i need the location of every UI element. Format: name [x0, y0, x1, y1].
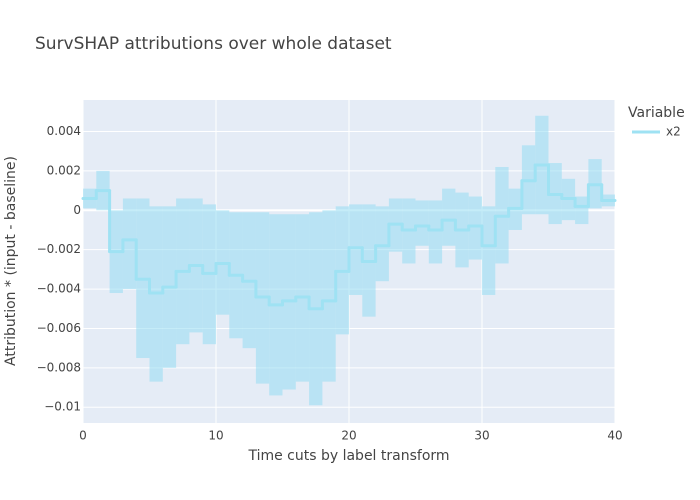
band [322, 210, 336, 382]
x-tick-label: 20 [341, 429, 356, 443]
legend-label: x2 [666, 125, 681, 139]
band [349, 204, 363, 295]
y-tick-label: −0.008 [37, 360, 81, 374]
band [375, 206, 389, 282]
y-tick-label: 0.002 [47, 163, 81, 177]
band [468, 196, 482, 260]
band [428, 200, 443, 264]
y-tick-label: −0.01 [44, 400, 81, 414]
x-tick-label: 30 [474, 429, 489, 443]
band [122, 198, 137, 290]
x-axis-title: Time cuts by label transform [247, 448, 449, 464]
chart-title: SurvSHAP attributions over whole dataset [35, 34, 392, 54]
y-axis-title: Attribution * (input - baseline) [3, 156, 19, 366]
x-tick-label: 10 [208, 429, 223, 443]
x-tick-label: 40 [607, 429, 622, 443]
band [575, 196, 589, 225]
band [442, 188, 456, 246]
y-tick-label: 0 [73, 203, 81, 217]
y-tick-label: 0.004 [47, 124, 81, 138]
band [482, 206, 496, 295]
y-tick-label: −0.004 [37, 282, 81, 296]
band [415, 200, 429, 246]
x-tick-label: 0 [79, 429, 87, 443]
legend-title: Variable [628, 105, 685, 121]
y-tick-label: −0.002 [37, 242, 81, 256]
y-tick-label: −0.006 [37, 321, 81, 335]
